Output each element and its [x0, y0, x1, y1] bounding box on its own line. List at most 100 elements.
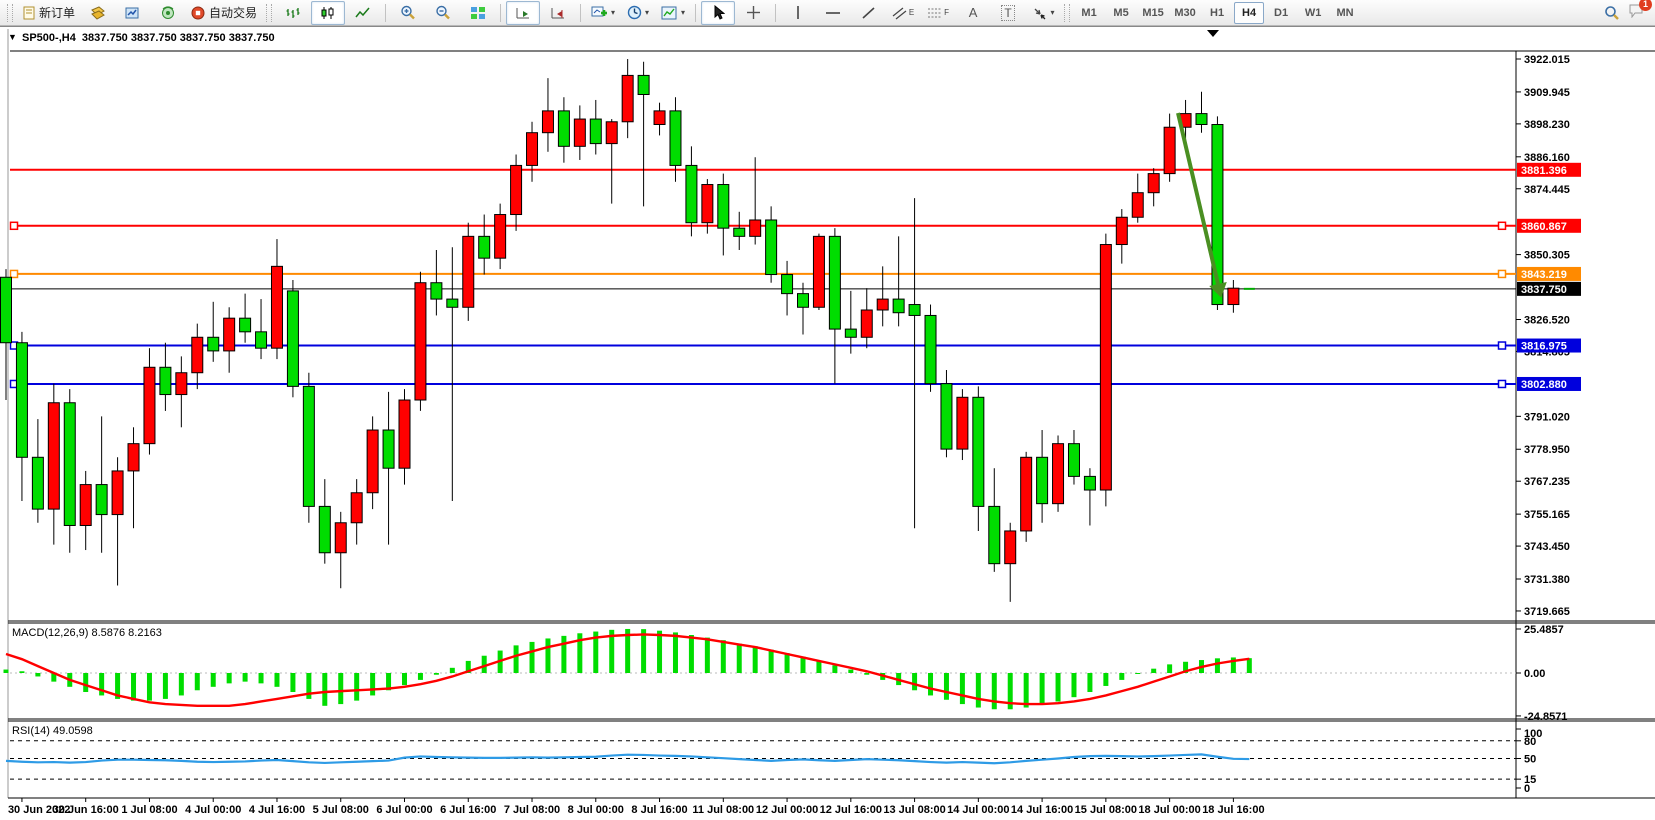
crosshair-button[interactable] — [736, 1, 770, 25]
macd-histogram-bar — [1151, 668, 1157, 673]
bear-candle — [1211, 124, 1224, 306]
channel-button[interactable]: E — [886, 1, 920, 25]
macd-histogram-bar — [1023, 673, 1029, 708]
timeframe-mn-button[interactable]: MN — [1336, 6, 1354, 19]
tile-windows-button[interactable] — [461, 1, 495, 25]
bull-candle — [860, 309, 873, 338]
new-chart-button[interactable] — [81, 1, 115, 25]
bear-candle — [255, 331, 268, 349]
cursor-arrow-icon — [714, 5, 725, 20]
trend-arrow[interactable] — [1176, 30, 1227, 298]
bull-candle — [111, 470, 124, 516]
chart-marker-triangle[interactable] — [1207, 30, 1219, 37]
chart-shift-button[interactable] — [541, 1, 575, 25]
bull-candle — [1099, 244, 1112, 491]
tile-windows-icon — [471, 6, 486, 19]
toolbar-grip[interactable] — [1064, 3, 1071, 22]
line-handle[interactable] — [1497, 341, 1507, 350]
new-order-button[interactable]: 新订单 — [17, 1, 80, 25]
price-chart-canvas[interactable]: 3922.015 3909.945 3898.230 3886.160 3874.445… — [0, 27, 1655, 820]
periods-button[interactable]: ▾ — [621, 1, 655, 25]
timeframe-d1-button[interactable]: D1 — [1274, 6, 1289, 19]
line-handle[interactable] — [1497, 269, 1507, 279]
signals-button[interactable] — [151, 1, 185, 25]
bar-chart-button[interactable] — [276, 1, 310, 25]
macd-histogram-bar — [1183, 661, 1189, 673]
search-icon[interactable] — [1604, 5, 1620, 21]
macd-histogram-bar — [178, 673, 184, 696]
auto-scroll-button[interactable] — [506, 0, 541, 25]
templates-button[interactable]: ▾ — [656, 1, 690, 25]
auto-scroll-icon — [516, 7, 530, 18]
timeframe-m1-button[interactable]: M1 — [1081, 6, 1097, 19]
bear-candle — [685, 164, 698, 224]
bull-candle — [605, 121, 618, 145]
rsi-line — [5, 753, 1250, 765]
bull-candle — [398, 399, 411, 469]
zoom-in-button[interactable] — [391, 1, 425, 25]
toolbar-grip[interactable] — [266, 3, 273, 22]
notifications-button[interactable]: 1 — [1628, 0, 1652, 23]
timeframe-h4-button[interactable]: H4 — [1234, 1, 1265, 24]
line-handle[interactable] — [1497, 379, 1507, 389]
macd-histogram-bar — [959, 673, 965, 705]
macd-histogram-bar — [991, 673, 997, 710]
text-button[interactable]: A — [956, 1, 990, 25]
vertical-line-button[interactable] — [781, 1, 815, 25]
templates-icon — [661, 6, 677, 19]
macd-histogram-bar — [194, 673, 200, 691]
text-label-button[interactable]: T — [991, 1, 1025, 25]
price-scale[interactable]: 3922.015 3909.945 3898.230 3886.160 3874.445… — [1516, 54, 1581, 618]
timeframe-w1-button[interactable]: W1 — [1304, 6, 1322, 19]
fibonacci-button[interactable]: F — [921, 1, 955, 25]
price-tick-label: 3731.380 — [1524, 574, 1570, 586]
autotrading-button[interactable]: 自动交易 — [186, 1, 262, 25]
line-handle[interactable] — [9, 269, 19, 279]
macd-histogram-bar — [1167, 664, 1173, 673]
bear-candle — [382, 429, 395, 469]
indicators-button[interactable]: ▾ — [586, 1, 620, 25]
macd-histogram-bar — [162, 673, 168, 699]
macd-histogram-bar — [3, 669, 9, 673]
timeframe-m5-button[interactable]: M5 — [1113, 6, 1129, 19]
macd-histogram-bar — [736, 643, 742, 673]
arrows-button[interactable]: ▾ — [1026, 1, 1060, 25]
level-price-tag — [1517, 162, 1581, 177]
chart-frame — [7, 29, 1655, 799]
time-axis-label: 18 Jul 00:00 — [1138, 804, 1200, 816]
zoom-out-button[interactable] — [426, 1, 460, 25]
bear-candle — [988, 505, 1001, 565]
channel-label: E — [908, 8, 915, 17]
cursor-button[interactable] — [701, 0, 736, 25]
time-axis-label: 1 Jul 08:00 — [121, 804, 177, 816]
timeframe-m30-button[interactable]: M30 — [1174, 6, 1196, 19]
macd-scale-label: -24.8571 — [1524, 711, 1567, 723]
bear-candle — [733, 227, 746, 237]
line-chart-button[interactable] — [346, 1, 380, 25]
horizontal-line-button[interactable] — [816, 1, 850, 25]
bull-candle — [956, 396, 969, 450]
trendline-icon — [862, 6, 875, 19]
line-handle[interactable] — [1497, 221, 1507, 231]
toolbar-grip[interactable] — [7, 3, 13, 22]
toolbar-separator — [775, 3, 777, 22]
new-chart-icon — [91, 5, 105, 20]
timeframe-h1-button[interactable]: H1 — [1210, 6, 1225, 19]
horizontal-level-lines[interactable] — [9, 168, 1516, 389]
svg-text:3802.880: 3802.880 — [1521, 379, 1567, 391]
macd-histogram-bar — [1214, 658, 1220, 673]
profiles-button[interactable] — [116, 1, 150, 25]
rsi-scale-label: 0 — [1524, 783, 1530, 795]
line-handle[interactable] — [9, 221, 19, 231]
candlestick-chart-button[interactable] — [311, 0, 346, 25]
trendline-button[interactable] — [851, 1, 885, 25]
macd-histogram-bar — [1103, 673, 1109, 686]
bull-candle — [494, 214, 507, 259]
new-order-icon — [23, 6, 35, 19]
zoom-out-icon — [436, 5, 450, 20]
symbol-dropdown-icon[interactable]: ▼ — [8, 32, 17, 42]
bull-candle — [701, 184, 714, 224]
timeframe-m15-button[interactable]: M15 — [1142, 6, 1164, 19]
bear-candle — [908, 304, 921, 316]
